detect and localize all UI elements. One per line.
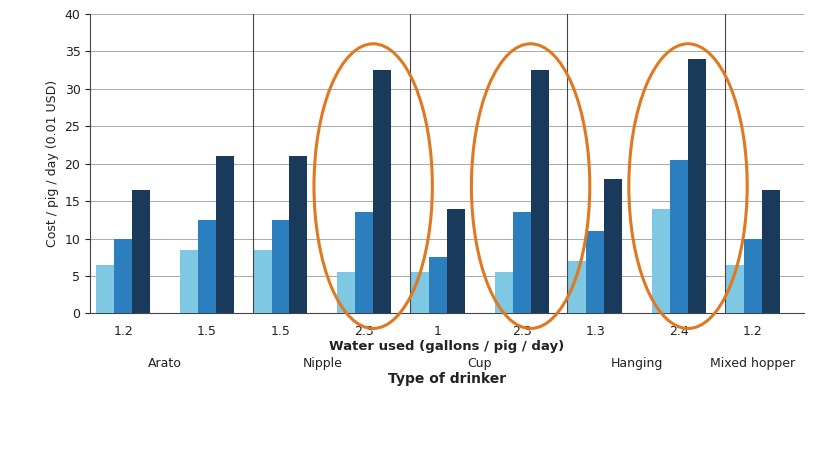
Text: Arato: Arato	[147, 357, 182, 370]
Text: Water used (gallons / pig / day): Water used (gallons / pig / day)	[329, 340, 563, 353]
Bar	[586, 231, 604, 313]
Text: 1.5: 1.5	[270, 325, 290, 338]
Text: 2.3: 2.3	[511, 325, 531, 338]
Bar	[494, 272, 512, 313]
Bar	[179, 250, 197, 313]
Y-axis label: Cost / pig / day (0.01 USD): Cost / pig / day (0.01 USD)	[46, 80, 59, 247]
Text: Type of drinker: Type of drinker	[387, 372, 505, 386]
Text: 1.5: 1.5	[197, 325, 216, 338]
Bar	[446, 208, 464, 313]
Bar	[743, 239, 761, 313]
Bar	[568, 261, 586, 313]
Bar	[373, 70, 391, 313]
Bar	[725, 265, 743, 313]
Bar	[687, 59, 705, 313]
Text: 1.2: 1.2	[742, 325, 762, 338]
Bar	[114, 239, 132, 313]
Bar	[355, 213, 373, 313]
Text: Mixed hopper: Mixed hopper	[709, 357, 794, 370]
Bar	[197, 220, 215, 313]
Bar	[337, 272, 355, 313]
Text: 2.3: 2.3	[354, 325, 373, 338]
Bar	[428, 257, 446, 313]
Bar	[530, 70, 548, 313]
Bar	[761, 190, 779, 313]
Text: 1.3: 1.3	[585, 325, 604, 338]
Bar	[215, 156, 233, 313]
Bar	[512, 213, 530, 313]
Text: Hanging: Hanging	[610, 357, 663, 370]
Text: Cup: Cup	[467, 357, 491, 370]
Bar	[253, 250, 271, 313]
Text: Nipple: Nipple	[302, 357, 342, 370]
Bar	[604, 178, 622, 313]
Text: 2.4: 2.4	[668, 325, 688, 338]
Text: 1: 1	[433, 325, 441, 338]
Bar	[289, 156, 307, 313]
Bar	[132, 190, 150, 313]
Bar	[271, 220, 289, 313]
Bar	[651, 208, 669, 313]
Bar	[669, 160, 687, 313]
Bar	[410, 272, 428, 313]
Text: 1.2: 1.2	[113, 325, 133, 338]
Bar	[96, 265, 114, 313]
